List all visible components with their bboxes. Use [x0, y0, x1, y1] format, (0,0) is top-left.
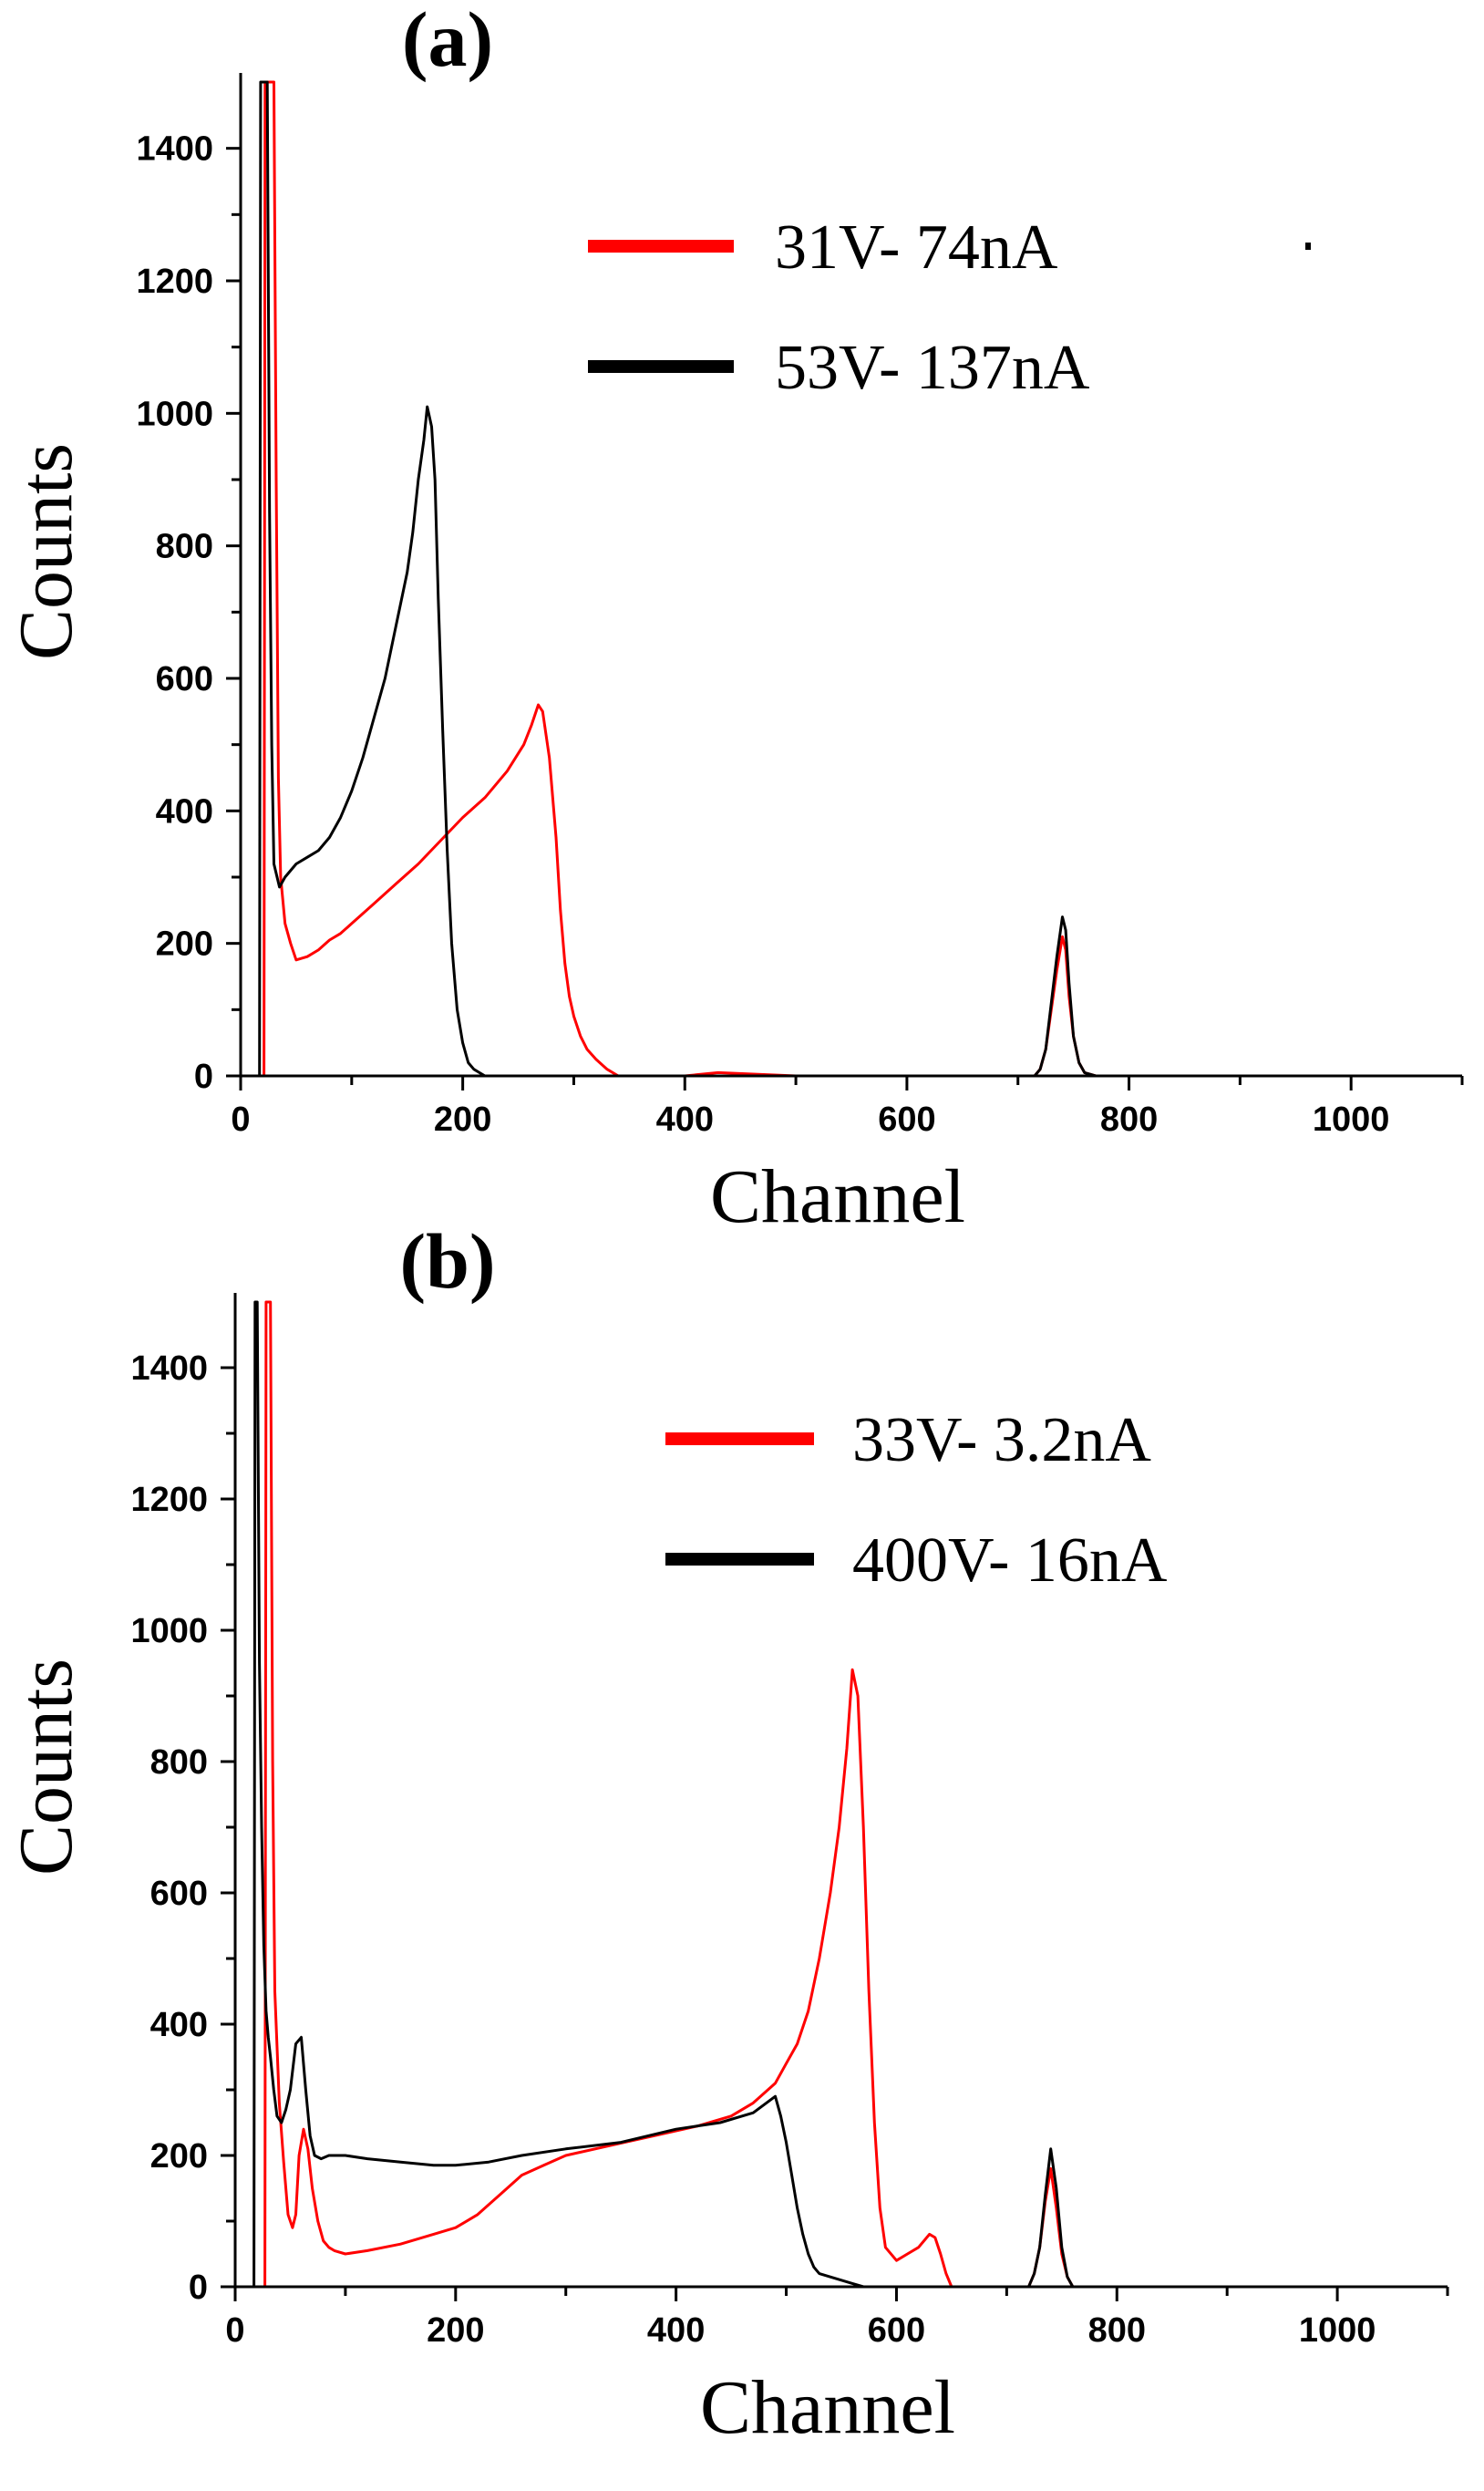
y-axis-title: Counts [4, 1659, 88, 1876]
x-tick-label: 400 [647, 2311, 705, 2350]
panel-b: (b) 0 200 400 600 800 1000 1200 1400 0 200 400 600 80… [4, 1217, 1449, 2450]
y-tick-label: 200 [150, 2137, 208, 2176]
panel-label: (a) [402, 0, 493, 83]
x-tick-label: 0 [225, 2311, 244, 2350]
y-tick-label: 1000 [136, 395, 213, 433]
x-tick-label: 800 [1100, 1101, 1158, 1139]
legend: 31V- 74nA 53V- 137nA [588, 212, 1090, 403]
legend-label: 31V- 74nA [775, 212, 1058, 283]
series-line-red [234, 1300, 1448, 2289]
x-tick-label: 800 [1088, 2311, 1146, 2350]
y-tick-label: 1400 [130, 1349, 208, 1388]
x-tick-label: 600 [878, 1101, 935, 1139]
panel-a: (a) 0 200 400 600 800 1000 1200 1400 0 200 400 600 80… [4, 0, 1464, 1239]
legend: 33V- 3.2nA 400V- 16nA [665, 1405, 1168, 1596]
y-tick-label: 400 [150, 2006, 208, 2044]
legend-label: 53V- 137nA [775, 333, 1090, 403]
legend-label: 33V- 3.2nA [852, 1405, 1151, 1475]
y-tick-label: 1200 [130, 1481, 208, 1519]
y-tick-label: 800 [156, 528, 213, 566]
stray-dot [1305, 243, 1311, 250]
y-axis-title: Counts [4, 443, 88, 660]
y-tick-label: 0 [194, 1058, 213, 1096]
x-axis-title: Channel [700, 2365, 955, 2450]
x-axis-title: Channel [710, 1154, 965, 1239]
y-tick-label: 200 [156, 925, 213, 964]
x-tick-label: 200 [434, 1101, 491, 1139]
legend-label: 400V- 16nA [852, 1525, 1168, 1596]
y-tick-label: 0 [189, 2269, 208, 2307]
y-tick-label: 600 [150, 1875, 208, 1913]
y-tick-label: 800 [150, 1743, 208, 1782]
y-tick-label: 600 [156, 660, 213, 698]
x-tick-label: 400 [656, 1101, 714, 1139]
panel-label: (b) [399, 1217, 495, 1305]
y-tick-label: 1000 [130, 1612, 208, 1650]
x-tick-label: 0 [231, 1101, 250, 1139]
x-tick-label: 200 [427, 2311, 484, 2350]
y-tick-label: 1200 [136, 263, 213, 301]
x-tick-label: 600 [868, 2311, 925, 2350]
y-tick-label: 400 [156, 792, 213, 831]
y-tick-label: 1400 [136, 130, 213, 169]
x-tick-label: 1000 [1299, 2311, 1376, 2350]
x-tick-label: 1000 [1313, 1101, 1390, 1139]
